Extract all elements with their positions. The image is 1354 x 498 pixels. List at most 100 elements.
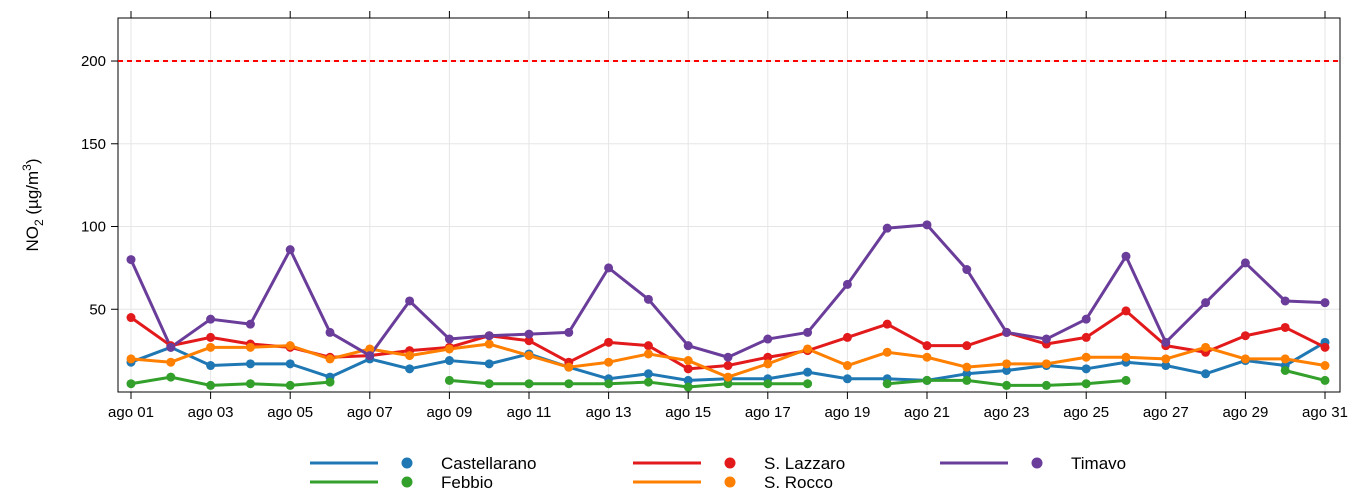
- data-point: [604, 263, 614, 273]
- data-point: [763, 379, 773, 389]
- data-point: [444, 334, 454, 344]
- data-point: [803, 344, 813, 354]
- data-point: [365, 344, 375, 354]
- data-point: [484, 379, 494, 389]
- data-point: [1240, 354, 1250, 364]
- data-point: [126, 379, 136, 389]
- data-point: [484, 339, 494, 349]
- y-label-sub: 2: [32, 219, 46, 226]
- data-point: [564, 327, 574, 337]
- data-point: [643, 294, 653, 304]
- data-point: [842, 332, 852, 342]
- data-point: [524, 351, 534, 361]
- data-point: [245, 379, 255, 389]
- data-point: [1041, 334, 1051, 344]
- data-point: [126, 313, 136, 323]
- y-tick-label: 200: [81, 53, 106, 70]
- data-point: [564, 362, 574, 372]
- data-point: [604, 379, 614, 389]
- data-point: [524, 329, 534, 339]
- data-point: [643, 341, 653, 351]
- data-point: [723, 361, 733, 371]
- data-point: [126, 354, 136, 364]
- x-tick-label: ago 27: [1143, 404, 1189, 421]
- series-line: [129, 223, 1326, 359]
- x-tick-label: ago 01: [108, 404, 154, 421]
- data-point: [803, 367, 813, 377]
- data-point: [1320, 298, 1330, 308]
- x-tick-label: ago 31: [1302, 404, 1348, 421]
- data-point: [723, 372, 733, 382]
- data-point: [962, 375, 972, 385]
- data-point: [803, 327, 813, 337]
- data-point: [1002, 359, 1012, 369]
- data-point: [206, 314, 216, 324]
- data-point: [1121, 352, 1131, 362]
- data-point: [524, 336, 534, 346]
- data-point: [325, 354, 335, 364]
- data-point: [1320, 361, 1330, 371]
- data-point: [444, 344, 454, 354]
- data-point: [643, 369, 653, 379]
- data-point: [1201, 298, 1211, 308]
- x-tick-label: ago 07: [347, 404, 393, 421]
- data-point: [763, 352, 773, 362]
- data-point: [1320, 375, 1330, 385]
- data-point: [882, 379, 892, 389]
- data-point: [166, 357, 176, 367]
- data-point: [643, 349, 653, 359]
- data-point: [1121, 306, 1131, 316]
- y-tick-label: 150: [81, 136, 106, 153]
- data-point: [842, 279, 852, 289]
- data-point: [1081, 364, 1091, 374]
- data-point: [763, 334, 773, 344]
- data-point: [126, 255, 136, 265]
- data-point: [922, 341, 932, 351]
- data-point: [683, 364, 693, 374]
- data-point: [1161, 337, 1171, 347]
- data-point: [803, 379, 813, 389]
- data-point: [1081, 379, 1091, 389]
- data-point: [444, 356, 454, 366]
- legend-marker: [724, 476, 736, 488]
- x-tick-label: ago 17: [745, 404, 791, 421]
- data-point: [1201, 342, 1211, 352]
- data-point: [1201, 369, 1211, 379]
- data-point: [1002, 365, 1012, 375]
- y-label-part: ): [23, 158, 42, 164]
- x-tick-label: ago 19: [824, 404, 870, 421]
- data-point: [763, 359, 773, 369]
- data-point: [1240, 258, 1250, 268]
- x-tick-label: ago 23: [984, 404, 1030, 421]
- data-point: [683, 356, 693, 366]
- data-point: [484, 359, 494, 369]
- y-axis-label: NO2 (µg/m3): [20, 158, 46, 251]
- data-point: [1121, 251, 1131, 261]
- data-point: [206, 380, 216, 390]
- data-point: [245, 319, 255, 329]
- data-point: [206, 342, 216, 352]
- x-tick-label: ago 11: [507, 404, 552, 421]
- data-point: [405, 296, 415, 306]
- data-point: [245, 359, 255, 369]
- plot-frame: [117, 17, 1341, 393]
- x-tick-label: ago 05: [267, 404, 313, 421]
- data-point: [564, 379, 574, 389]
- data-point: [365, 351, 375, 361]
- data-point: [1161, 361, 1171, 371]
- data-point: [1280, 296, 1290, 306]
- data-point: [1002, 327, 1012, 337]
- data-point: [1280, 354, 1290, 364]
- legend-label: Febbio: [441, 473, 493, 492]
- data-point: [206, 361, 216, 371]
- data-point: [922, 220, 932, 230]
- legend-label: Castellarano: [441, 454, 536, 473]
- data-point: [325, 377, 335, 387]
- data-point: [444, 375, 454, 385]
- data-point: [1041, 359, 1051, 369]
- data-point: [683, 375, 693, 385]
- data-point: [1161, 354, 1171, 364]
- data-point: [723, 379, 733, 389]
